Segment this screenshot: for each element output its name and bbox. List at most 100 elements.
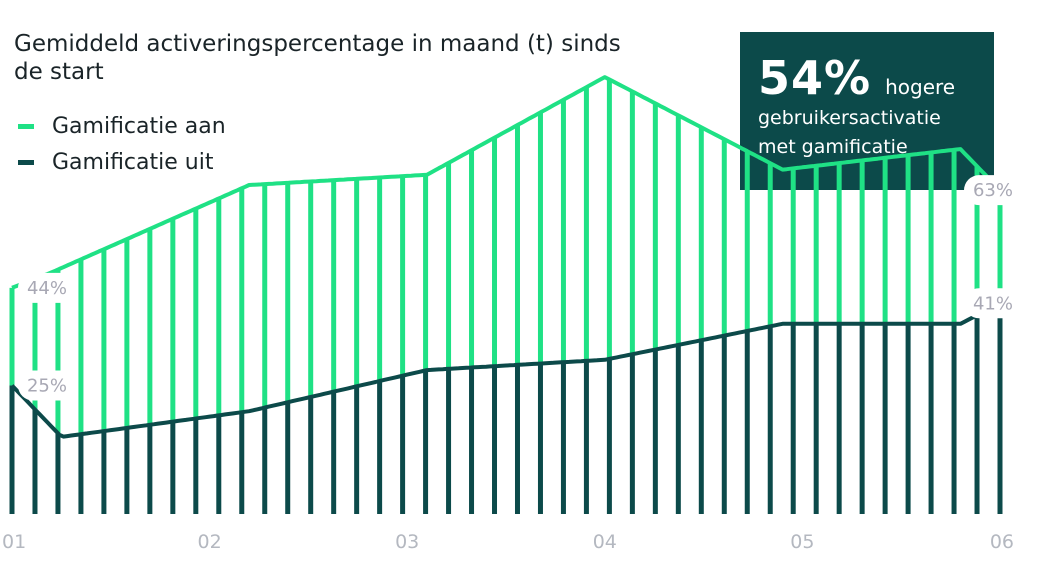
bar-gamificatie-aan bbox=[216, 198, 222, 416]
bar-gamificatie-aan bbox=[446, 162, 452, 369]
bar-gamificatie-uit bbox=[469, 367, 475, 514]
bar-gamificatie-aan bbox=[928, 152, 934, 324]
bar-gamificatie-uit bbox=[905, 323, 911, 514]
bar-gamificatie-aan bbox=[124, 239, 130, 428]
bar-gamificatie-aan bbox=[882, 157, 888, 324]
bar-gamificatie-aan bbox=[652, 103, 658, 350]
bar-gamificatie-uit bbox=[377, 381, 383, 514]
bar-gamificatie-uit bbox=[492, 366, 498, 514]
bar-gamificatie-aan bbox=[836, 163, 842, 324]
legend-item-gamificatie-uit: Gamificatie uit bbox=[18, 144, 226, 180]
callout-text: hogere bbox=[885, 75, 956, 99]
bar-gamificatie-aan bbox=[583, 87, 589, 361]
callout-text: met gamificatie bbox=[758, 136, 908, 158]
bar-gamificatie-uit bbox=[285, 402, 291, 514]
bar-gamificatie-aan bbox=[997, 190, 1003, 304]
bar-gamificatie-aan bbox=[813, 165, 819, 324]
bar-gamificatie-uit bbox=[55, 433, 61, 514]
bar-gamificatie-aan bbox=[354, 178, 360, 387]
bar-gamificatie-aan bbox=[9, 287, 15, 386]
bar-gamificatie-uit bbox=[400, 375, 406, 514]
bar-gamificatie-aan bbox=[78, 259, 84, 435]
bar-gamificatie-uit bbox=[78, 434, 84, 514]
bar-gamificatie-aan bbox=[262, 184, 268, 408]
bar-gamificatie-uit bbox=[583, 360, 589, 514]
data-label: 25% bbox=[27, 376, 67, 397]
bar-gamificatie-uit bbox=[790, 323, 796, 514]
data-label: 63% bbox=[973, 180, 1013, 201]
bar-gamificatie-uit bbox=[124, 427, 130, 514]
bar-gamificatie-aan bbox=[423, 174, 429, 371]
bar-gamificatie-aan bbox=[170, 218, 176, 422]
data-label: 41% bbox=[973, 293, 1013, 314]
data-label-background bbox=[18, 272, 76, 303]
legend-label: Gamificatie uit bbox=[52, 149, 214, 175]
bar-gamificatie-aan bbox=[744, 151, 750, 331]
bar-gamificatie-aan bbox=[698, 127, 704, 341]
bar-gamificatie-aan bbox=[308, 181, 314, 397]
x-tick-label: 06 bbox=[990, 531, 1014, 553]
bar-gamificatie-uit bbox=[423, 370, 429, 514]
bar-gamificatie-uit bbox=[32, 409, 38, 514]
chart-title: Gemiddeld activeringspercentage in maand… bbox=[14, 31, 621, 85]
bar-gamificatie-aan bbox=[859, 160, 865, 324]
bar-gamificatie-uit bbox=[101, 431, 107, 514]
bar-gamificatie-uit bbox=[974, 315, 980, 514]
bar-gamificatie-uit bbox=[331, 391, 337, 514]
legend-swatch-dark bbox=[18, 159, 34, 165]
callout-text: gebruikersactivatie bbox=[758, 107, 941, 129]
bar-gamificatie-uit bbox=[928, 323, 934, 514]
bar-gamificatie-uit bbox=[767, 326, 773, 514]
bar-gamificatie-uit bbox=[147, 424, 153, 514]
bar-gamificatie-uit bbox=[308, 396, 314, 514]
bar-gamificatie-aan bbox=[469, 150, 475, 368]
bar-gamificatie-aan bbox=[101, 249, 107, 432]
bar-gamificatie-uit bbox=[744, 330, 750, 514]
callout-box: 54% hogere gebruikersactivatie met gamif… bbox=[740, 32, 994, 190]
x-tick-label: 03 bbox=[395, 531, 419, 553]
bar-gamificatie-aan bbox=[767, 163, 773, 327]
bar-gamificatie-aan bbox=[331, 180, 337, 392]
bar-gamificatie-uit bbox=[446, 368, 452, 514]
bar-gamificatie-aan bbox=[492, 137, 498, 367]
legend-item-gamificatie-aan: Gamificatie aan bbox=[18, 108, 226, 144]
x-tick-label: 02 bbox=[198, 531, 222, 553]
bar-gamificatie-uit bbox=[836, 323, 842, 514]
x-tick-label: 05 bbox=[790, 531, 814, 553]
bar-gamificatie-uit bbox=[170, 421, 176, 514]
bar-gamificatie-aan bbox=[951, 149, 957, 324]
data-label-background bbox=[18, 370, 76, 401]
bar-gamificatie-uit bbox=[859, 323, 865, 514]
bar-gamificatie-uit bbox=[951, 323, 957, 514]
bar-gamificatie-uit bbox=[560, 362, 566, 514]
data-label-background bbox=[964, 175, 1022, 206]
bar-gamificatie-aan bbox=[239, 188, 245, 413]
x-tick-label: 01 bbox=[2, 531, 26, 553]
data-label: 44% bbox=[27, 278, 67, 299]
bar-gamificatie-uit bbox=[262, 407, 268, 514]
bar-gamificatie-uit bbox=[193, 418, 199, 514]
bar-gamificatie-uit bbox=[629, 354, 635, 514]
bar-gamificatie-uit bbox=[354, 386, 360, 514]
bar-gamificatie-uit bbox=[9, 385, 15, 514]
line-gamificatie-uit bbox=[10, 301, 1001, 439]
data-label-background bbox=[964, 288, 1022, 319]
bar-gamificatie-aan bbox=[974, 166, 980, 316]
bar-gamificatie-uit bbox=[882, 323, 888, 514]
bar-gamificatie-aan bbox=[721, 139, 727, 336]
bar-gamificatie-uit bbox=[721, 335, 727, 514]
bar-gamificatie-aan bbox=[400, 176, 406, 376]
line-gamificatie-aan bbox=[11, 75, 1002, 290]
bar-gamificatie-uit bbox=[698, 340, 704, 514]
bar-gamificatie-uit bbox=[652, 349, 658, 514]
bar-gamificatie-uit bbox=[606, 358, 612, 514]
callout-percentage: 54% bbox=[758, 51, 872, 105]
legend-swatch-green bbox=[18, 123, 34, 129]
bar-gamificatie-uit bbox=[239, 412, 245, 514]
x-tick-label: 04 bbox=[593, 531, 617, 553]
bar-gamificatie-aan bbox=[55, 269, 61, 434]
bar-gamificatie-uit bbox=[216, 415, 222, 514]
bar-gamificatie-uit bbox=[997, 303, 1003, 514]
bar-gamificatie-aan bbox=[32, 278, 38, 410]
